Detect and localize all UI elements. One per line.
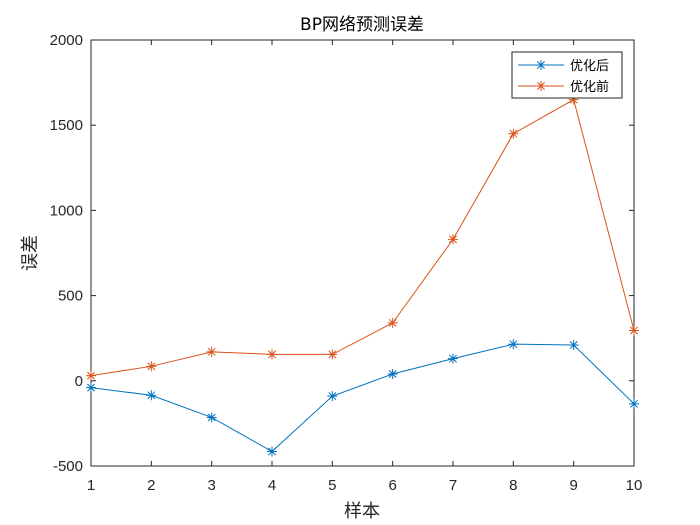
- x-tick-label: 1: [87, 477, 95, 494]
- y-tick-label: 0: [75, 373, 83, 390]
- data-point: [327, 391, 338, 402]
- legend-label: 优化后: [570, 59, 609, 74]
- data-point: [629, 325, 639, 336]
- data-point: [387, 317, 398, 328]
- x-tick-label: 7: [449, 477, 457, 494]
- data-point: [86, 370, 96, 381]
- data-point: [448, 234, 458, 245]
- legend-marker: [536, 60, 546, 70]
- chart-title: BP网络预测误差: [300, 15, 424, 35]
- y-tick-label: 1500: [50, 117, 83, 134]
- legend-item-2: 优化前: [518, 79, 609, 95]
- y-tick-label: 500: [58, 288, 83, 305]
- data-point: [267, 349, 277, 360]
- y-tick-label: -500: [53, 458, 83, 475]
- legend-item-1: 优化后: [518, 59, 609, 74]
- legend-box: [511, 51, 623, 99]
- plot-area: [91, 40, 634, 466]
- axes: 1 2 3 4 5 6 7 8 9 10 -500 0 500 1000 1500 2000: [50, 32, 643, 494]
- axes-box: [90, 39, 635, 467]
- x-tick-label: 2: [147, 477, 155, 494]
- x-tick-label: 3: [207, 477, 215, 494]
- data-point: [448, 353, 458, 364]
- data-point: [206, 346, 217, 357]
- series-1: [86, 339, 639, 457]
- data-point: [508, 128, 519, 139]
- series-layer: [86, 94, 639, 457]
- data-point: [146, 390, 157, 401]
- series-2: [86, 94, 639, 381]
- data-point: [206, 412, 217, 423]
- data-point: [146, 361, 157, 372]
- x-tick-label: 5: [328, 477, 336, 494]
- x-tick-label: 4: [268, 477, 276, 494]
- x-tick-label: 10: [626, 477, 643, 494]
- y-axis-label: 误差: [20, 235, 41, 271]
- x-tick-label: 6: [388, 477, 396, 494]
- series-line: [90, 98, 635, 377]
- x-axis-label: 样本: [344, 501, 380, 522]
- data-point: [327, 349, 338, 360]
- x-tick-label: 8: [509, 477, 517, 494]
- y-tick-label: 1000: [50, 202, 83, 219]
- data-point: [568, 340, 579, 351]
- data-point: [629, 398, 639, 409]
- data-point: [267, 446, 277, 457]
- series-line: [90, 343, 635, 453]
- data-point: [508, 339, 519, 350]
- y-tick-label: 2000: [50, 32, 83, 49]
- data-point: [86, 382, 96, 393]
- x-tick-label: 9: [569, 477, 577, 494]
- legend-marker: [536, 81, 546, 91]
- legend-label: 优化前: [570, 79, 609, 95]
- data-point: [387, 368, 398, 379]
